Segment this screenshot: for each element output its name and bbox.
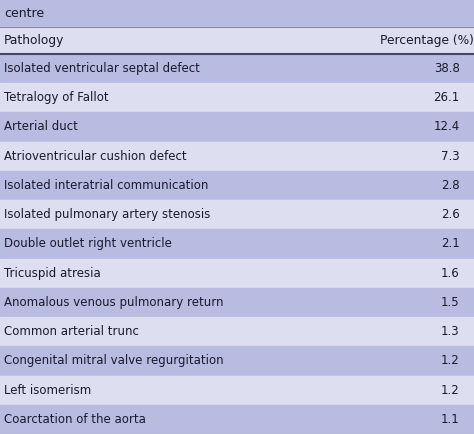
Text: 1.2: 1.2 [441,384,460,397]
Text: Isolated pulmonary artery stenosis: Isolated pulmonary artery stenosis [4,208,210,221]
Text: Left isomerism: Left isomerism [4,384,91,397]
Text: Tetralogy of Fallot: Tetralogy of Fallot [4,91,109,104]
Text: centre: centre [4,7,44,20]
Bar [0,346,474,375]
Bar [0,112,474,141]
Text: Arterial duct: Arterial duct [4,120,78,133]
Text: 2.8: 2.8 [441,179,460,192]
Bar [0,375,474,405]
Bar [0,54,474,83]
Text: Congenital mitral valve regurgitation: Congenital mitral valve regurgitation [4,355,223,368]
Text: 1.2: 1.2 [441,355,460,368]
Bar [0,259,474,288]
Bar [0,405,474,434]
Text: 1.3: 1.3 [441,325,460,338]
Bar [0,317,474,346]
Text: 2.6: 2.6 [441,208,460,221]
Text: 12.4: 12.4 [434,120,460,133]
Text: Pathology: Pathology [4,34,64,47]
Text: Percentage (%): Percentage (%) [380,34,474,47]
Text: Isolated ventricular septal defect: Isolated ventricular septal defect [4,62,200,75]
Bar [0,229,474,259]
Text: Common arterial trunc: Common arterial trunc [4,325,139,338]
Bar [0,0,474,27]
Text: 7.3: 7.3 [441,150,460,163]
Text: Tricuspid atresia: Tricuspid atresia [4,266,100,279]
Bar [0,27,474,54]
Text: Anomalous venous pulmonary return: Anomalous venous pulmonary return [4,296,223,309]
Bar [0,200,474,229]
Bar [0,83,474,112]
Text: Double outlet right ventricle: Double outlet right ventricle [4,237,172,250]
Bar [0,288,474,317]
Bar [0,171,474,200]
Text: 38.8: 38.8 [434,62,460,75]
Text: 1.6: 1.6 [441,266,460,279]
Text: 26.1: 26.1 [434,91,460,104]
Text: Atrioventricular cushion defect: Atrioventricular cushion defect [4,150,186,163]
Text: Coarctation of the aorta: Coarctation of the aorta [4,413,146,426]
Bar [0,141,474,171]
Text: 2.1: 2.1 [441,237,460,250]
Text: Isolated interatrial communication: Isolated interatrial communication [4,179,208,192]
Text: 1.5: 1.5 [441,296,460,309]
Text: 1.1: 1.1 [441,413,460,426]
